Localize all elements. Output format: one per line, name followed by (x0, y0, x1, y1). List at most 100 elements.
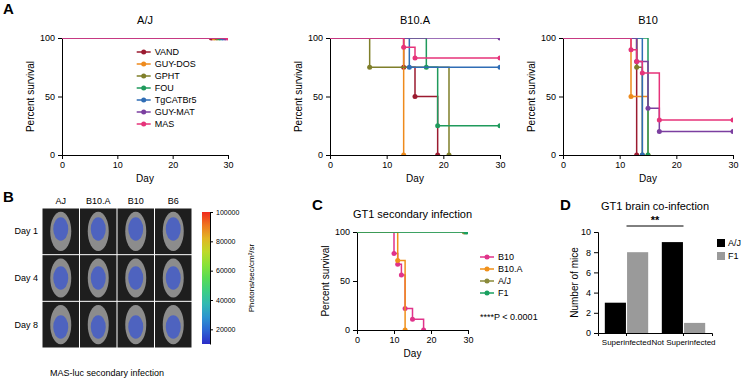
mouse-image (118, 302, 155, 348)
x-tick-mark (620, 155, 621, 159)
row-label: Day 4 (14, 273, 38, 283)
legend-label: MAS (155, 119, 175, 129)
survival-line (563, 38, 637, 155)
colorbar-tick: 20000 (210, 326, 236, 333)
y-axis-line (559, 39, 564, 156)
survival-marker (399, 273, 404, 278)
x-tick: 0 (328, 155, 333, 170)
legend: VANDGUY-DOSGPHTFOUTgCATBr5GUY-MATMAS (137, 47, 197, 129)
survival-marker (640, 71, 645, 76)
x-tick-label: 30 (728, 160, 738, 170)
survival-marker (421, 328, 426, 331)
x-axis: SuperinfectedNot Superinfected (599, 333, 716, 347)
x-tick: 30 (463, 330, 473, 345)
x-tick-mark (387, 155, 388, 159)
survival-marker (407, 65, 412, 70)
survival-marker (731, 117, 734, 122)
y-tick-mark (594, 232, 598, 233)
y-tick-label: 100 (40, 33, 55, 43)
bar (684, 323, 705, 333)
legend-swatch (717, 252, 725, 260)
y-axis-line (326, 39, 331, 156)
plot-area (330, 38, 500, 155)
legend-label: GUY-MAT (155, 107, 196, 117)
survival-line (330, 38, 449, 155)
survival-marker (392, 251, 397, 256)
legend-label: F1 (498, 288, 509, 298)
legend-marker (485, 279, 490, 284)
panel-label: A (3, 0, 14, 17)
x-tick-mark (468, 330, 469, 334)
signal (53, 315, 68, 338)
y-tick-mark (326, 97, 330, 98)
x-tick-label: 0 (328, 160, 333, 170)
survival-line (563, 38, 648, 155)
survival-line (357, 232, 405, 330)
x-tick-mark (431, 330, 432, 334)
y-tick: 100 (541, 33, 563, 43)
x-tick-label: Superinfected (602, 338, 651, 347)
x-axis: 0102030 (561, 155, 739, 170)
y-tick-label: 100 (308, 33, 323, 43)
mouse-body (125, 212, 146, 251)
y-tick: 100 (308, 33, 330, 43)
y-tick: 6 (586, 268, 598, 278)
y-axis-title: Percent survival (293, 61, 304, 132)
mouse-body (163, 212, 184, 251)
y-tick-mark (353, 232, 357, 233)
annotation: ****P < 0.0001 (480, 312, 538, 322)
x-axis-title: Day (406, 173, 424, 184)
survival-line (62, 38, 228, 39)
survival-line (330, 38, 438, 155)
colorbar-tick-label: 80000 (216, 238, 236, 245)
column-label: AJ (55, 196, 66, 206)
legend-marker (141, 98, 146, 103)
chart-title: GT1 brain co-infection (601, 200, 709, 212)
legend: A/JF1 (717, 238, 741, 261)
y-tick-label: 50 (546, 92, 556, 102)
y-tick-mark (559, 38, 563, 39)
mouse-image (155, 209, 192, 255)
survival-marker (640, 153, 645, 156)
legend-item: MAS (137, 119, 175, 129)
x-tick-label: 30 (463, 335, 473, 345)
survival-marker (498, 65, 501, 70)
y-tick-mark (326, 155, 330, 156)
bar (627, 252, 648, 333)
y-tick: 0 (551, 150, 563, 160)
x-tick: 0 (355, 330, 360, 345)
y-tick-mark (594, 252, 598, 253)
legend-item: B10.A (480, 264, 523, 274)
y-tick-mark (594, 313, 598, 314)
colorbar-tick: 40000 (210, 297, 236, 304)
survival-marker (464, 232, 468, 235)
survival-line (563, 38, 642, 155)
y-axis-line (353, 233, 358, 331)
y-tick-label: 0 (50, 150, 55, 160)
plot-area (62, 38, 228, 41)
y-tick-mark (58, 155, 62, 156)
x-axis: 0102030 (328, 155, 506, 170)
signal (166, 315, 181, 338)
x-tick-label: 30 (223, 160, 233, 170)
x-axis: 0102030 (355, 330, 474, 345)
legend-item: B10 (480, 252, 514, 262)
survival-plot: 0102030050100B10DayPercent survival (526, 14, 739, 184)
mouse-image (155, 302, 192, 348)
x-tick-label: 30 (495, 160, 505, 170)
y-tick-mark (326, 38, 330, 39)
legend-marker (141, 50, 146, 55)
x-axis-title: Day (136, 173, 154, 184)
signal (166, 266, 181, 289)
y-tick: 8 (586, 248, 598, 258)
colorbar-tick-mark (210, 241, 213, 242)
survival-line (563, 38, 733, 120)
mouse-image (118, 209, 155, 255)
survival-marker (401, 153, 406, 156)
signal (91, 315, 106, 338)
row-label: Day 1 (14, 226, 38, 236)
y-tick: 0 (318, 150, 330, 160)
y-axis-title: Percent survival (25, 61, 36, 132)
image-panel: AJB10.AB10B6Day 1Day 4Day 8MAS-luc secon… (14, 196, 256, 378)
legend: B10B10.AA/JF1 (480, 252, 523, 298)
